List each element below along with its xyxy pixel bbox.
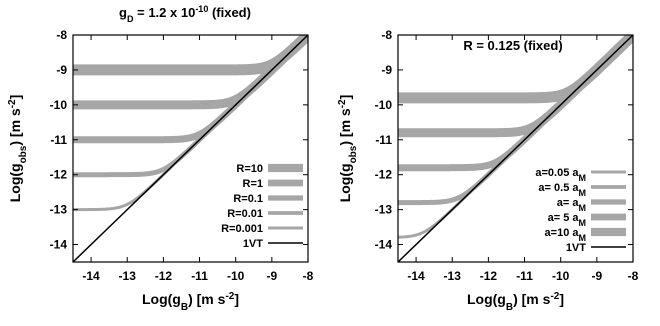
series-line <box>73 35 308 76</box>
x-tick-label: -14 <box>82 269 100 283</box>
x-tick-label: -10 <box>552 269 570 283</box>
chart-title: gD = 1.2 x 10-10 (fixed) <box>119 4 251 24</box>
x-tick-label: -11 <box>191 269 208 283</box>
y-tick-label: -8 <box>381 28 392 42</box>
series-line <box>73 35 308 144</box>
y-tick-label: -8 <box>56 28 67 42</box>
y-tick-label: -10 <box>50 98 68 112</box>
legend: R=10 R=1 R=0.1 R=0.01 R=0.001 1VT <box>221 163 303 250</box>
x-tick-label: -14 <box>407 269 425 283</box>
y-tick-label: -9 <box>381 63 392 77</box>
y-tick-label: -14 <box>375 238 393 252</box>
plot-frame <box>72 34 309 263</box>
x-tick-label: -13 <box>444 269 462 283</box>
y-tick-label: -9 <box>56 63 67 77</box>
legend-label: a= 0.5 aM <box>538 182 586 198</box>
legend-label: 1VT <box>566 242 586 254</box>
y-tick-label: -10 <box>375 98 393 112</box>
legend-label: 1VT <box>243 238 263 250</box>
x-tick-label: -10 <box>227 269 245 283</box>
y-tick-label: -14 <box>50 238 68 252</box>
one-to-one-line <box>398 35 633 262</box>
y-tick-label: -12 <box>375 168 393 182</box>
right-panel: R = 0.125 (fixed) -14 -13 -12 -11 -10 -9 -8 -8 -9… <box>337 28 639 313</box>
y-tick-label: -13 <box>375 203 393 217</box>
series-group <box>398 35 633 262</box>
x-tick-label: -9 <box>592 269 603 283</box>
y-axis-label: Log(gobs) [m s-2] <box>7 95 29 203</box>
legend-label: a=0.05 aM <box>535 167 586 183</box>
left-panel: gD = 1.2 x 10-10 (fixed) -14 -13 -12 -11 -10 -… <box>7 4 314 313</box>
legend-label: a= aM <box>557 197 586 213</box>
legend-label: R=0.01 <box>227 208 263 220</box>
x-tick-label: -12 <box>480 269 498 283</box>
chart-title: R = 0.125 (fixed) <box>463 38 562 53</box>
y-tick-label: -13 <box>50 203 68 217</box>
legend-label: R=0.001 <box>221 223 263 235</box>
legend-label: a=10 aM <box>545 227 586 243</box>
legend-label: R=0.1 <box>233 193 263 205</box>
y-tick-label: -11 <box>50 133 67 147</box>
x-tick-label: -13 <box>119 269 137 283</box>
x-axis-label: Log(gB) [m s-2] <box>467 291 564 313</box>
plot-frame <box>397 34 634 263</box>
series-group <box>73 35 308 262</box>
x-axis-label: Log(gB) [m s-2] <box>142 291 239 313</box>
legend-label: R=1 <box>243 178 264 190</box>
x-tick-label: -9 <box>267 269 278 283</box>
legend-label: a= 5 aM <box>548 212 586 228</box>
x-tick-label: -12 <box>155 269 173 283</box>
one-to-one-line <box>73 35 308 262</box>
y-tick-label: -11 <box>375 133 392 147</box>
x-tick-label: -8 <box>628 269 639 283</box>
x-tick-label: -11 <box>516 269 533 283</box>
y-tick-label: -12 <box>50 168 68 182</box>
y-axis-label: Log(gobs) [m s-2] <box>337 95 359 203</box>
legend-label: R=10 <box>236 163 263 175</box>
series-line <box>398 35 633 206</box>
x-tick-label: -8 <box>303 269 314 283</box>
